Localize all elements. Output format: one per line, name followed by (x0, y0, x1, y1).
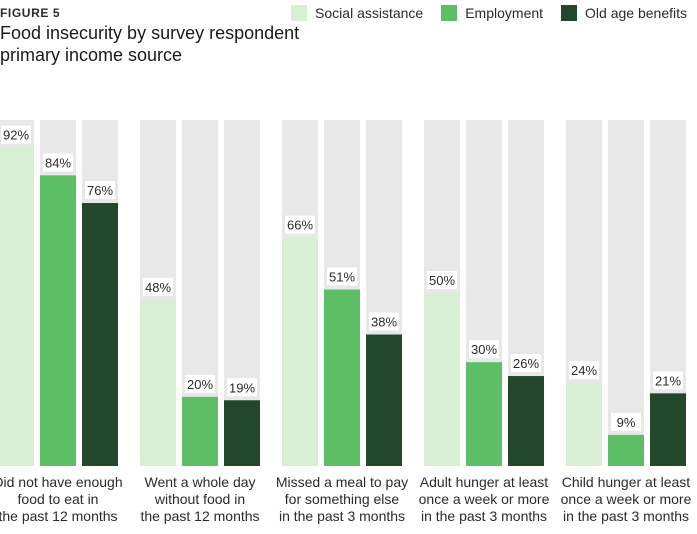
data-label-old-age-benefits-2: 38% (371, 315, 397, 330)
legend: Social assistance Employment Old age ben… (291, 5, 687, 21)
category-label-2-line-2: in the past 3 months (279, 508, 405, 524)
bar-employment-3 (466, 362, 502, 466)
data-label-old-age-benefits-4: 21% (655, 373, 681, 388)
category-label-1-line-0: Went a whole day (144, 474, 255, 490)
data-label-bg-social-assistance-1 (143, 277, 173, 296)
data-label-social-assistance-4: 24% (571, 363, 597, 378)
chart-title: Food insecurity by survey respondent pri… (0, 23, 300, 65)
bar-employment-1 (182, 396, 218, 466)
data-label-old-age-benefits-3: 26% (513, 356, 539, 371)
data-label-bg-employment-4 (611, 412, 641, 431)
category-label-4-line-2: in the past 3 months (563, 508, 689, 524)
legend-item-old-age-benefits: Old age benefits (561, 5, 687, 21)
data-label-old-age-benefits-1: 19% (229, 380, 255, 395)
category-label-3-line-0: Adult hunger at least (420, 474, 549, 490)
legend-label-social-assistance: Social assistance (315, 5, 424, 21)
data-label-bg-old-age-benefits-0 (85, 181, 115, 200)
data-label-employment-1: 20% (187, 377, 213, 392)
data-label-bg-social-assistance-3 (427, 271, 457, 289)
category-label-1-line-1: without food in (154, 491, 245, 507)
data-label-social-assistance-0: 92% (3, 128, 29, 143)
category-label-3-line-2: in the past 3 months (421, 508, 547, 524)
data-label-employment-4: 9% (617, 415, 636, 430)
bar-old-age-benefits-2 (366, 334, 402, 466)
legend-label-employment: Employment (465, 5, 544, 21)
legend-label-old-age-benefits: Old age benefits (585, 5, 687, 21)
legend-swatch-old-age-benefits (561, 5, 578, 21)
data-label-employment-0: 84% (45, 155, 71, 170)
figure-label: FIGURE 5 (0, 6, 61, 20)
legend-swatch-employment (441, 5, 458, 21)
bar-social-assistance-2 (282, 237, 318, 466)
category-label-4-line-1: once a week or more (561, 491, 692, 507)
data-label-bg-employment-3 (469, 340, 499, 359)
legend-swatch-social-assistance (291, 5, 308, 21)
category-label-0-line-2: the past 12 months (0, 508, 118, 524)
category-label-2-line-0: Missed a meal to pay (276, 474, 408, 490)
category-label-4-line-0: Child hunger at least (562, 474, 691, 490)
data-label-bg-employment-1 (185, 374, 215, 393)
data-label-social-assistance-3: 50% (429, 273, 455, 288)
bar-social-assistance-0 (0, 147, 34, 466)
data-label-bg-old-age-benefits-2 (369, 312, 399, 331)
category-label-0-line-1: food to eat in (18, 491, 99, 507)
bar-social-assistance-1 (140, 299, 176, 466)
data-label-employment-3: 30% (471, 342, 497, 357)
data-label-bg-social-assistance-2 (285, 215, 315, 234)
data-label-bg-old-age-benefits-3 (511, 354, 541, 373)
data-label-bg-old-age-benefits-1 (227, 378, 257, 397)
bar-employment-0 (40, 175, 76, 467)
legend-item-employment: Employment (441, 5, 543, 21)
bar-old-age-benefits-0 (82, 203, 118, 467)
data-label-bg-social-assistance-4 (569, 360, 599, 379)
bar-old-age-benefits-4 (650, 393, 686, 466)
data-label-social-assistance-2: 66% (287, 218, 313, 233)
data-label-bg-old-age-benefits-4 (653, 371, 683, 390)
category-label-3-line-1: once a week or more (419, 491, 550, 507)
bar-employment-2 (324, 289, 360, 466)
bar-social-assistance-3 (424, 293, 460, 466)
category-label-0-line-0: Did not have enough (0, 474, 123, 490)
bar-social-assistance-4 (566, 382, 602, 466)
legend-item-social-assistance: Social assistance (291, 5, 423, 21)
data-label-bg-employment-0 (43, 153, 73, 172)
data-label-old-age-benefits-0: 76% (87, 183, 113, 198)
bar-employment-4 (608, 434, 644, 466)
data-label-employment-2: 51% (329, 270, 355, 285)
data-label-social-assistance-1: 48% (145, 280, 171, 295)
category-label-2-line-1: for something else (285, 491, 400, 507)
category-label-1-line-2: the past 12 months (140, 508, 259, 524)
data-label-bg-social-assistance-0 (1, 125, 31, 144)
bar-old-age-benefits-3 (508, 376, 544, 466)
data-label-bg-employment-2 (327, 267, 357, 286)
bar-old-age-benefits-1 (224, 400, 260, 466)
bar-track-employment-4 (608, 120, 644, 466)
